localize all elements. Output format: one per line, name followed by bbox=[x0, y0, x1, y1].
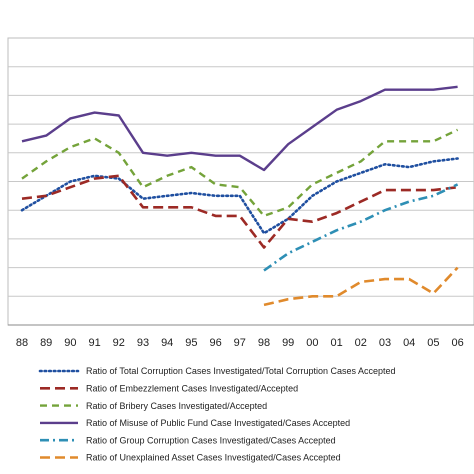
legend-label: Ratio of Total Corruption Cases Investig… bbox=[86, 366, 396, 376]
legend-label: Ratio of Group Corruption Cases Investig… bbox=[86, 435, 336, 445]
legend-label: Ratio of Embezzlement Cases Investigated… bbox=[86, 384, 298, 394]
legend-label: Ratio of Misuse of Public Fund Case Inve… bbox=[86, 418, 350, 428]
legend-label: Ratio of Bribery Cases Investigated/Acce… bbox=[86, 401, 267, 411]
x-tick-label: 93 bbox=[137, 337, 149, 349]
series-line bbox=[21, 85, 458, 172]
x-tick-label: 03 bbox=[379, 337, 391, 349]
x-tick-label: 97 bbox=[234, 337, 246, 349]
series-line bbox=[20, 157, 459, 235]
x-tick-label: 88 bbox=[16, 337, 28, 349]
x-tick-label: 04 bbox=[403, 337, 415, 349]
x-tick-label: 98 bbox=[258, 337, 270, 349]
x-tick-label: 94 bbox=[161, 337, 173, 349]
x-tick-label: 99 bbox=[282, 337, 294, 349]
x-tick-label: 02 bbox=[355, 337, 367, 349]
x-tick-label: 00 bbox=[306, 337, 318, 349]
x-tick-label: 92 bbox=[113, 337, 125, 349]
x-tick-label: 95 bbox=[185, 337, 197, 349]
x-tick-label: 91 bbox=[88, 337, 100, 349]
series-line bbox=[21, 174, 458, 249]
x-tick-label: 05 bbox=[427, 337, 439, 349]
x-tick-label: 89 bbox=[40, 337, 52, 349]
series-line bbox=[263, 183, 459, 272]
x-tick-label: 96 bbox=[209, 337, 221, 349]
legend: Ratio of Total Corruption Cases Investig… bbox=[38, 366, 396, 463]
x-tick-label: 01 bbox=[330, 337, 342, 349]
x-tick-labels: 88 89 90 91 92 93 94 95 96 97 98 99 00 01 02 03 04 05 06 bbox=[16, 337, 464, 349]
x-tick-label: 06 bbox=[451, 337, 463, 349]
legend-label: Ratio of Unexplained Asset Cases Investi… bbox=[86, 453, 341, 463]
x-tick-label: 90 bbox=[64, 337, 76, 349]
series-line bbox=[263, 266, 459, 307]
plot-area bbox=[20, 85, 459, 307]
series-line bbox=[21, 128, 459, 218]
gridlines bbox=[7, 37, 474, 326]
